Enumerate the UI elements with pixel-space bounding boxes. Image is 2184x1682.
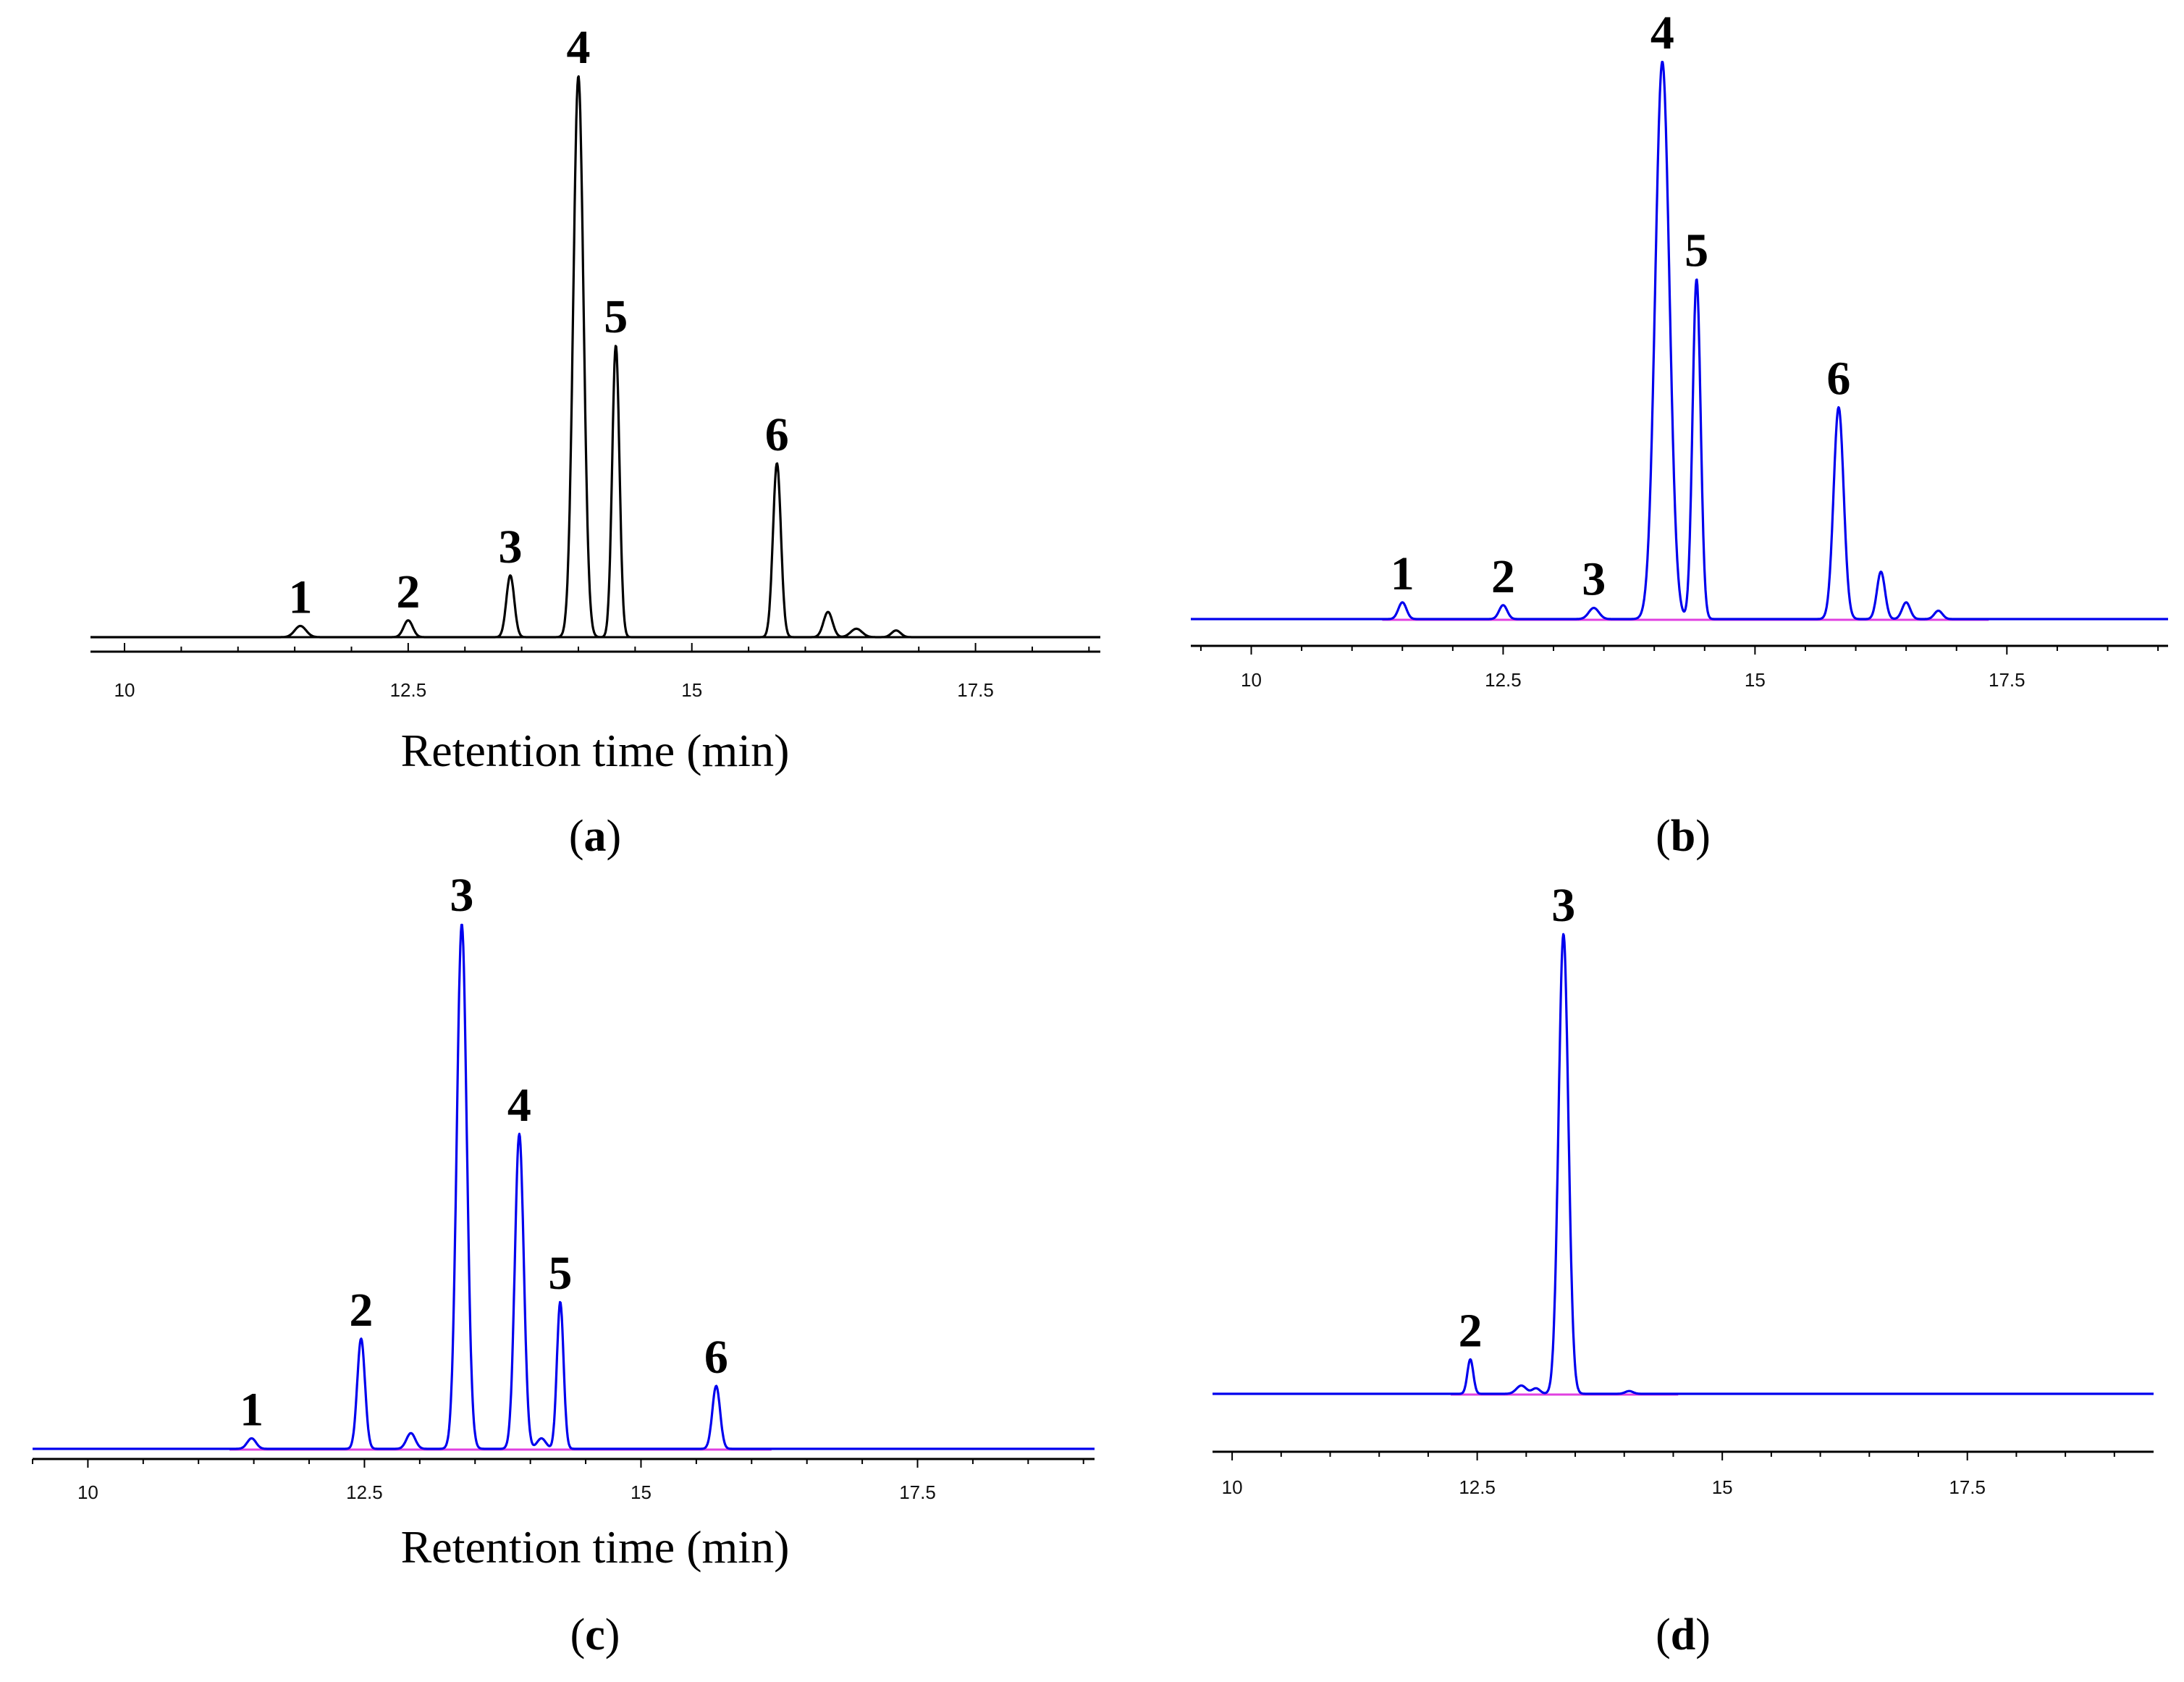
panel-c-caption: (c) [570, 1610, 620, 1660]
panel-b-caption-open: ( [1656, 812, 1671, 861]
panel-a-peak-label-5: 5 [604, 290, 628, 343]
panel-b-caption-letter: b [1671, 812, 1695, 861]
panel-a-trace [90, 75, 1101, 639]
panel-a-peak-label-3: 3 [498, 521, 522, 573]
panel-a-caption-letter: a [584, 812, 607, 861]
panel-d-caption-open: ( [1656, 1610, 1671, 1660]
panel-c-tick-label: 17.5 [899, 1481, 936, 1503]
panel-a-peak-label-6: 6 [765, 408, 789, 461]
panel-d-tick-label: 10 [1222, 1476, 1243, 1498]
panel-c-peak-label-1: 1 [240, 1384, 263, 1437]
panel-c-peak-label-2: 2 [349, 1284, 373, 1337]
panel-d-caption: (d) [1656, 1610, 1711, 1660]
panel-c-caption-letter: c [585, 1610, 605, 1660]
panel-c-peak-label-5: 5 [548, 1247, 572, 1300]
panel-a-tick-label: 17.5 [957, 679, 994, 701]
panel-c-peak-label-6: 6 [704, 1331, 728, 1384]
panel-c-caption-open: ( [570, 1610, 586, 1660]
panel-c-trace [32, 923, 1095, 1450]
panel-b-peak-label-6: 6 [1826, 352, 1850, 405]
panel-b-peak-label-1: 1 [1391, 547, 1414, 600]
panel-b-tick-label: 12.5 [1485, 669, 1522, 691]
panel-d-chromatogram: 10 12.5 15 17.5 2 3 [1212, 879, 2154, 1498]
panel-b-tick-label: 10 [1241, 669, 1262, 691]
panel-a-caption-open: ( [569, 812, 584, 861]
panel-c-tick-label: 15 [631, 1481, 652, 1503]
panel-a-peak-label-1: 1 [288, 571, 312, 624]
panel-b-chromatogram: 10 12.5 15 17.5 1 2 3 4 5 6 [1190, 7, 2169, 691]
panel-c-tick-label: 12.5 [346, 1481, 383, 1503]
panel-c-chromatogram: 10 12.5 15 17.5 1 2 3 4 5 6 [32, 869, 1095, 1503]
panel-a-peak-label-2: 2 [396, 565, 420, 618]
panel-c-tick-label: 10 [77, 1481, 98, 1503]
panel-d-tick-label: 15 [1712, 1476, 1733, 1498]
panel-a-tick-label: 15 [681, 679, 702, 701]
panel-a-caption: (a) [569, 812, 621, 861]
panel-d-caption-close: ) [1695, 1610, 1711, 1660]
panel-b-peak-label-4: 4 [1650, 7, 1674, 59]
panel-c-peak-label-3: 3 [450, 869, 473, 922]
panel-c-peak-label-4: 4 [507, 1079, 531, 1132]
panel-a-xlabel: Retention time (min) [401, 725, 790, 776]
panel-d-peak-label-2: 2 [1459, 1304, 1483, 1357]
panel-d-trace [1212, 933, 2154, 1395]
panel-b-peak-label-2: 2 [1491, 550, 1515, 603]
panel-d-tick-label: 12.5 [1459, 1476, 1496, 1498]
panel-a-tick-label: 10 [114, 679, 135, 701]
panel-d-tick-label: 17.5 [1949, 1476, 1986, 1498]
panel-a-tick-label: 12.5 [390, 679, 427, 701]
panel-b-caption: (b) [1656, 812, 1711, 861]
panel-a-caption-close: ) [607, 812, 622, 861]
panel-a-peak-label-4: 4 [566, 21, 590, 74]
panel-b-trace [1190, 60, 2169, 621]
panel-c-caption-close: ) [605, 1610, 620, 1660]
panel-b-caption-close: ) [1695, 812, 1711, 861]
panel-c-xlabel: Retention time (min) [401, 1521, 790, 1573]
panel-b-tick-label: 15 [1745, 669, 1766, 691]
panel-b-peak-label-5: 5 [1685, 224, 1708, 277]
panel-d-caption-letter: d [1671, 1610, 1695, 1660]
panel-b-peak-label-3: 3 [1582, 553, 1606, 606]
panel-a-chromatogram: 10 12.5 15 17.5 1 2 3 4 5 6 [90, 21, 1101, 701]
panel-b-tick-label: 17.5 [1989, 669, 2025, 691]
panel-d-peak-label-3: 3 [1551, 879, 1575, 932]
